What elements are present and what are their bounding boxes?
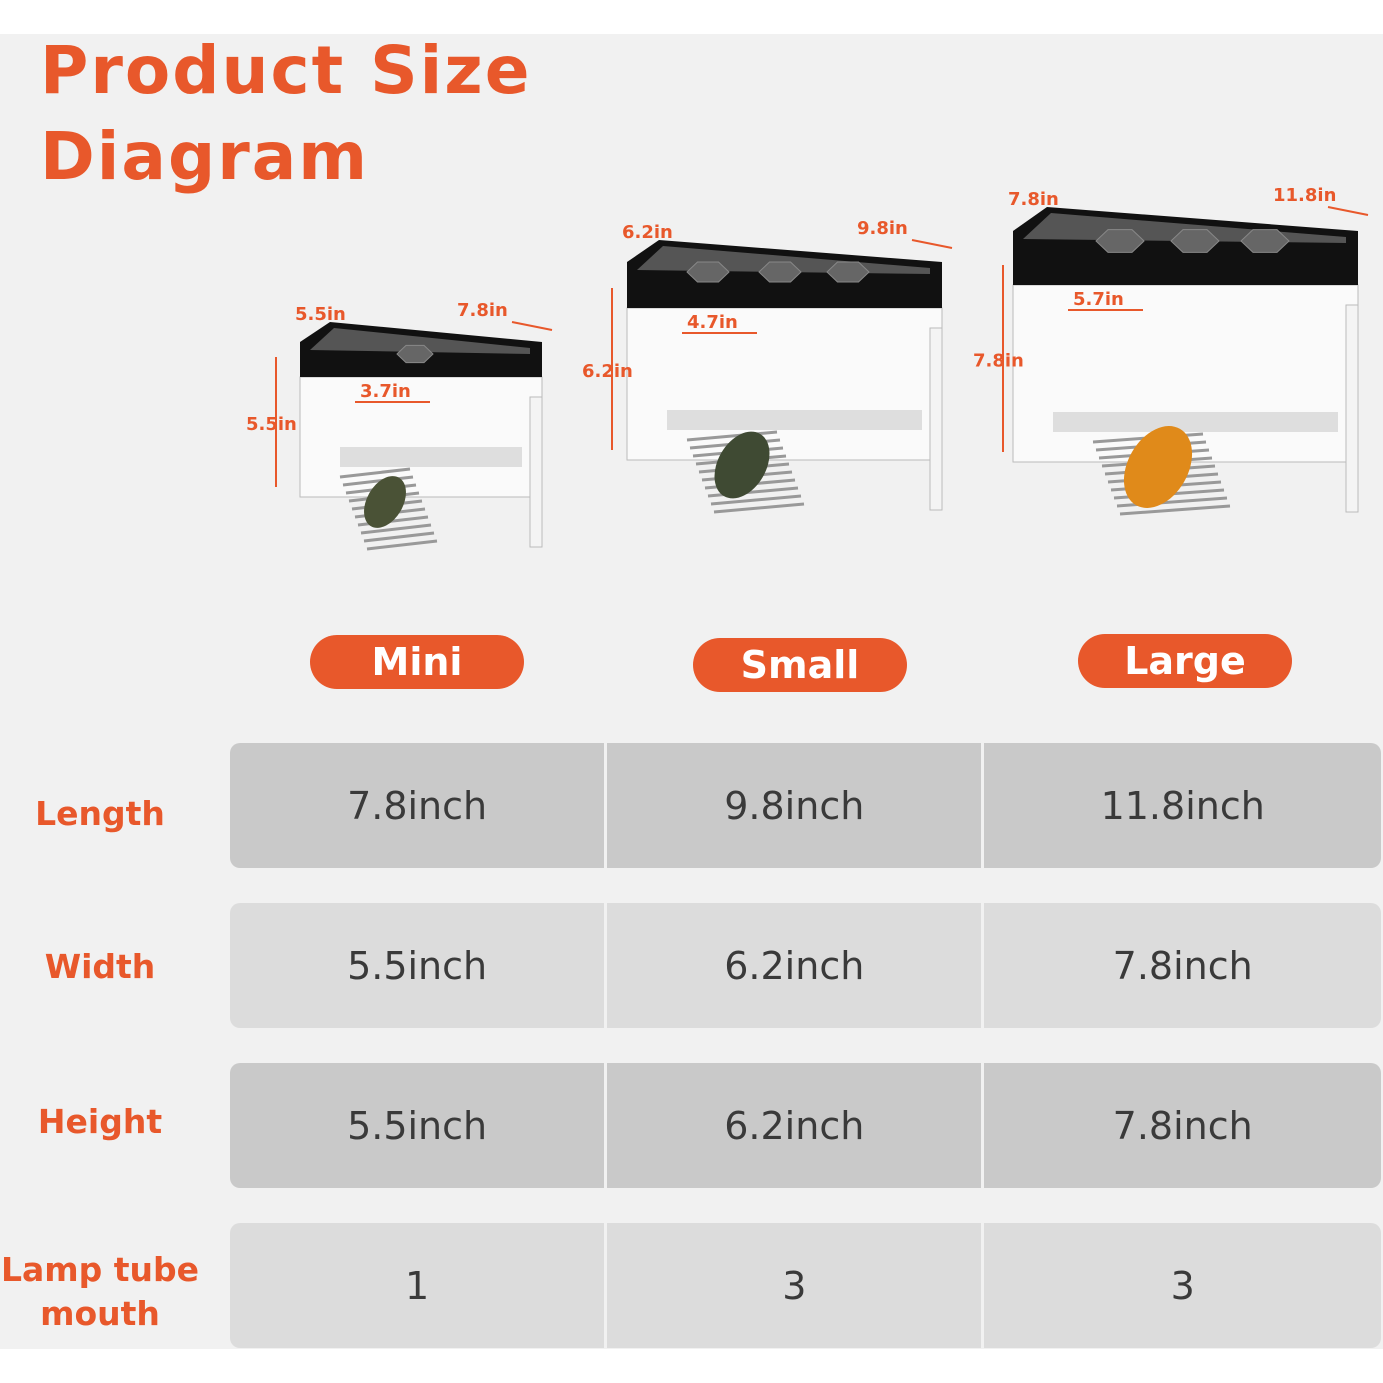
width-label: 6.2in	[622, 222, 673, 243]
height-label: 6.2in	[582, 361, 633, 382]
bracket	[529, 396, 543, 548]
lamp-hole	[1240, 229, 1290, 253]
tank-large: 7.8in 7.8in 11.8in 5.7in	[973, 185, 1369, 516]
ramp-stripe	[686, 430, 778, 442]
table-row-height: 5.5inch 6.2inch 7.8inch	[230, 1063, 1381, 1188]
length-label: 7.8in	[457, 300, 508, 321]
tank-mini: 5.5in 5.5in 7.8in 3.7in	[246, 300, 553, 551]
ramp-stripe	[339, 467, 411, 479]
table-row-lamp-tube-mouth: 1 3 3	[230, 1223, 1381, 1348]
size-pill-small: Small	[693, 638, 907, 692]
lamp-hole	[758, 261, 802, 283]
ramp-stripe	[713, 502, 805, 514]
length-label: 11.8in	[1273, 185, 1336, 206]
cell-mini: 5.5inch	[230, 1063, 605, 1188]
row-label-height: Height	[37, 1102, 163, 1141]
cell-large: 3	[984, 1223, 1381, 1348]
turtle	[714, 431, 770, 499]
ramp-stripe	[360, 523, 432, 535]
lamp-hole	[396, 344, 434, 364]
cell-small: 9.8inch	[607, 743, 982, 868]
glass-body	[299, 376, 543, 498]
water-shadow	[340, 447, 522, 467]
row-label-width: Width	[44, 947, 156, 986]
row-label-lamp-tube-mouth: Lamp tube mouth	[0, 1250, 200, 1333]
lamp-hole	[826, 261, 870, 283]
length-dim-line	[1327, 206, 1369, 216]
water-shadow	[1053, 412, 1338, 432]
cell-large: 7.8inch	[984, 1063, 1381, 1188]
bracket	[929, 327, 943, 511]
ramp-stripe	[1119, 504, 1231, 516]
lamp-hole	[1095, 229, 1145, 253]
cell-mini: 1	[230, 1223, 605, 1348]
ramp-stripe	[342, 475, 414, 487]
ramp-stripe	[363, 531, 435, 543]
bracket	[1345, 304, 1359, 513]
cell-small: 3	[607, 1223, 982, 1348]
tank-illustrations: 5.5in 5.5in 7.8in 3.7in 6.2in 6.2in 9.8in 4.7in…	[246, 185, 1369, 551]
cell-mini: 7.8inch	[230, 743, 605, 868]
cell-small: 6.2inch	[607, 1063, 982, 1188]
size-pill-mini: Mini	[310, 635, 524, 689]
lamp-hole	[686, 261, 730, 283]
width-label: 7.8in	[1008, 189, 1059, 210]
water-shadow	[667, 410, 922, 430]
opening-label: 3.7in	[360, 381, 411, 402]
length-dim-line	[511, 321, 553, 331]
title-line-2: Diagram	[40, 118, 370, 195]
ramp-stripe	[710, 494, 802, 506]
height-label: 7.8in	[973, 351, 1024, 372]
cell-large: 11.8inch	[984, 743, 1381, 868]
height-label: 5.5in	[246, 414, 297, 435]
tank-small: 6.2in 6.2in 9.8in 4.7in	[582, 218, 953, 514]
glass-body	[1012, 284, 1359, 463]
table-row-width: 5.5inch 6.2inch 7.8inch	[230, 903, 1381, 1028]
length-dim-line	[911, 239, 953, 249]
glass-body	[626, 307, 943, 461]
row-label-length: Length	[35, 794, 165, 833]
size-pill-large: Large	[1078, 634, 1292, 688]
length-label: 9.8in	[857, 218, 908, 239]
title-line-1: Product Size	[40, 32, 532, 109]
lid-top	[310, 328, 530, 354]
ramp-stripe	[366, 539, 438, 551]
cell-mini: 5.5inch	[230, 903, 605, 1028]
turtle	[364, 476, 406, 528]
opening-label: 5.7in	[1073, 289, 1124, 310]
page-title: Product Size Diagram	[40, 28, 531, 200]
turtle	[1123, 426, 1193, 508]
lamp-hole	[1170, 229, 1220, 253]
opening-label: 4.7in	[687, 312, 738, 333]
table-row-length: 7.8inch 9.8inch 11.8inch	[230, 743, 1381, 868]
cell-small: 6.2inch	[607, 903, 982, 1028]
width-label: 5.5in	[295, 304, 346, 325]
cell-large: 7.8inch	[984, 903, 1381, 1028]
